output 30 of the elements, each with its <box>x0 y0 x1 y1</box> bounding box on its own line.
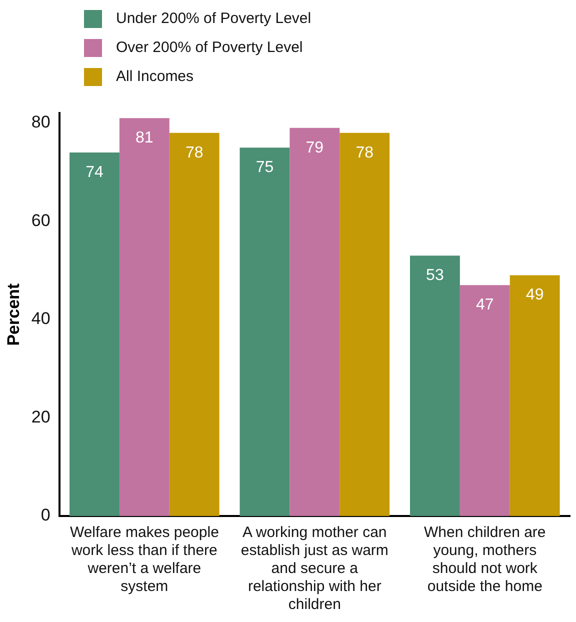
y-tick-label: 40 <box>31 309 50 328</box>
y-axis-title: Percent <box>4 283 23 346</box>
data-label: 49 <box>526 286 544 304</box>
bar <box>169 132 220 516</box>
data-label: 78 <box>356 144 374 162</box>
legend-label: All Incomes <box>116 68 194 85</box>
bar <box>460 285 510 516</box>
legend-label: Under 200% of Poverty Level <box>116 10 312 27</box>
data-label: 53 <box>426 267 444 284</box>
data-label: 75 <box>256 158 274 176</box>
x-tick-label: When children are young, mothers should not work outside the home <box>424 524 546 596</box>
data-label: 74 <box>86 164 104 181</box>
data-label: 78 <box>185 144 204 162</box>
bar <box>510 275 560 516</box>
data-label: 81 <box>136 130 154 147</box>
data-label: 47 <box>476 296 494 314</box>
y-tick-label: 20 <box>31 407 50 426</box>
bar <box>240 148 290 516</box>
x-tick-label: A working mother can establish just as warm and secure a relationship with her children <box>240 524 388 614</box>
legend-label: Over 200% of Poverty Level <box>116 39 303 56</box>
y-tick-label: 80 <box>31 112 50 132</box>
y-tick-label: 0 <box>40 506 50 525</box>
bar <box>119 118 170 516</box>
data-label: 79 <box>306 139 324 156</box>
bar <box>340 132 390 516</box>
y-tick-label: 60 <box>31 210 50 230</box>
x-tick-label: Welfare makes people work less than if there weren’t a welfare system <box>70 524 219 596</box>
bar <box>290 128 340 516</box>
bar <box>410 256 460 516</box>
bar <box>70 152 120 516</box>
